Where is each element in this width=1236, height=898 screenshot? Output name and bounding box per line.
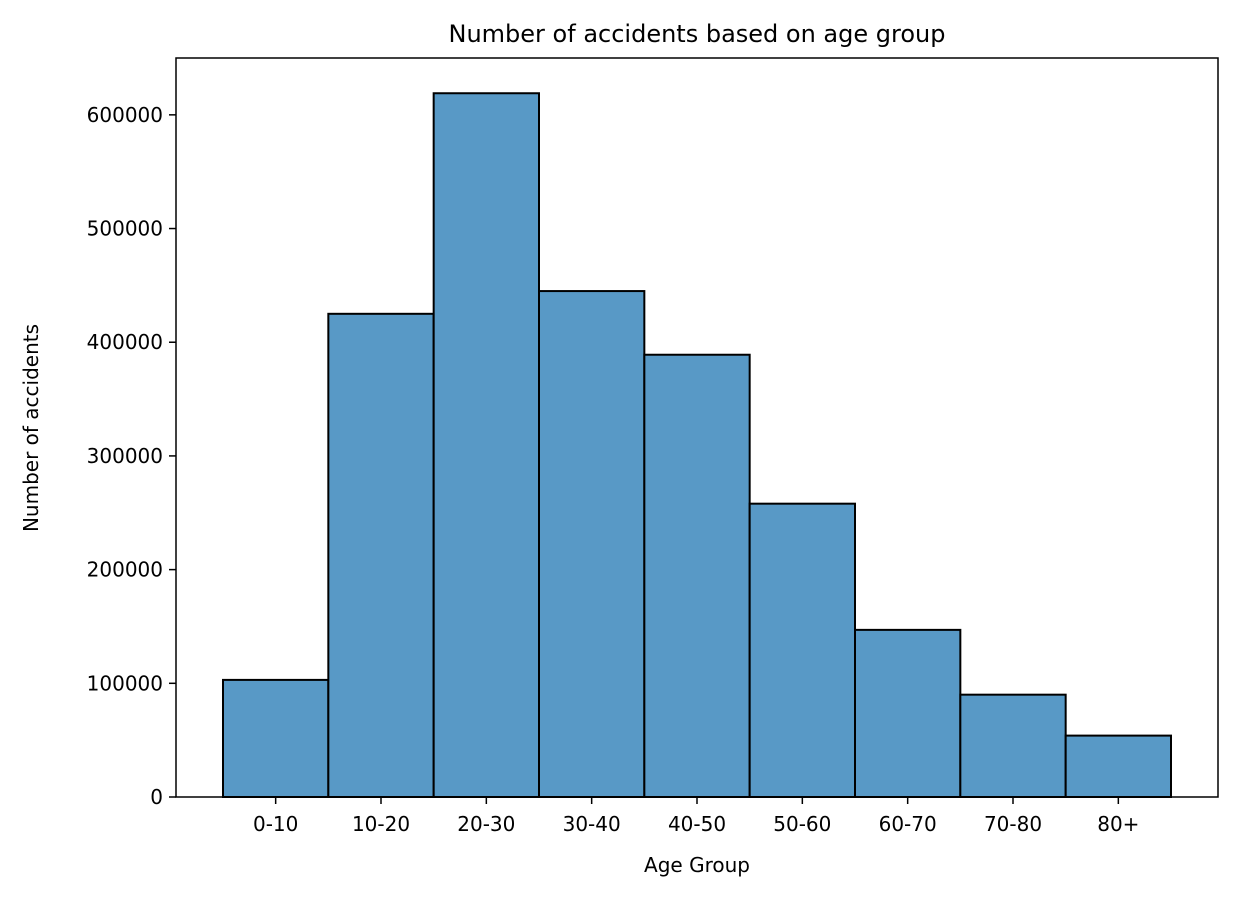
x-tick-label: 30-40 [563,812,621,836]
x-tick-label: 50-60 [773,812,831,836]
y-axis-label: Number of accidents [19,324,43,532]
bar-50-60 [748,502,857,798]
y-tick-label: 400000 [87,330,163,354]
y-tick-label: 600000 [87,103,163,127]
x-axis-label: Age Group [644,853,750,877]
bar-60-70 [854,628,962,798]
x-tick-label: 60-70 [879,812,937,836]
bar-20-30 [432,92,540,798]
bar-30-40 [538,290,646,798]
x-tick-label: 0-10 [253,812,298,836]
y-tick-label: 200000 [87,558,163,582]
x-tick-label: 70-80 [984,812,1042,836]
y-tick-label: 500000 [87,217,163,241]
bar-80plus [1064,734,1172,798]
bar-70-80 [959,693,1067,799]
chart-title: Number of accidents based on age group [449,20,946,48]
y-tick-label: 0 [150,785,163,809]
bar-40-50 [643,353,751,798]
bars-group [222,92,1172,799]
x-tick-label: 40-50 [668,812,726,836]
x-tick-label: 20-30 [457,812,515,836]
x-tick-label: 10-20 [352,812,410,836]
bar-0-10 [222,678,330,798]
y-axis-ticks: 0 100000 200000 300000 400000 500000 600000 [87,103,176,809]
x-tick-label: 80+ [1097,812,1139,836]
bar-10-20 [327,312,435,798]
y-tick-label: 100000 [87,671,163,695]
plot-frame [175,57,1219,798]
x-axis-ticks: 0-10 10-20 20-30 30-40 40-50 50-60 60-70 70-80 8… [253,797,1139,836]
y-tick-label: 300000 [87,444,163,468]
